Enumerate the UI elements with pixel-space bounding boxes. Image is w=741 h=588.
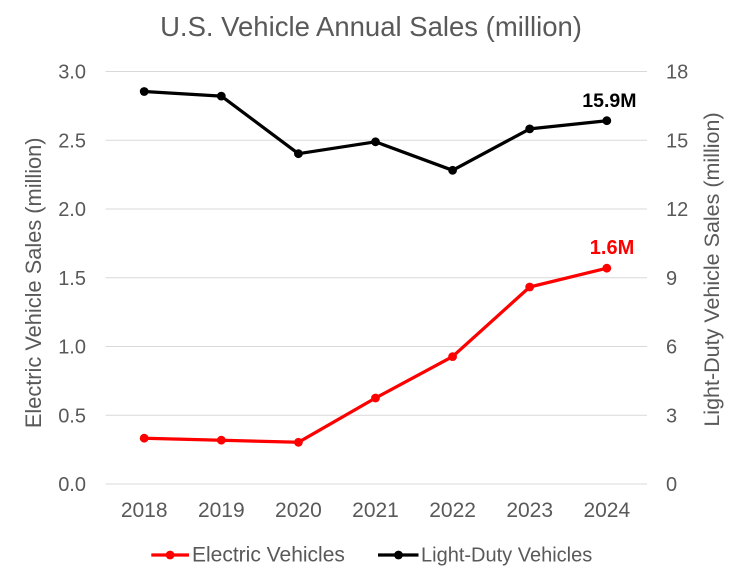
svg-text:3.0: 3.0 [58, 62, 86, 84]
svg-text:0.0: 0.0 [58, 474, 86, 496]
svg-text:2022: 2022 [429, 499, 476, 522]
svg-text:2023: 2023 [506, 499, 553, 522]
svg-text:12: 12 [666, 199, 688, 221]
svg-text:0: 0 [666, 474, 677, 496]
svg-text:2021: 2021 [352, 499, 399, 522]
svg-text:2018: 2018 [121, 499, 168, 522]
svg-text:15: 15 [666, 130, 688, 152]
svg-text:15.9M: 15.9M [582, 90, 636, 112]
svg-text:2.0: 2.0 [58, 199, 86, 221]
svg-text:2020: 2020 [275, 499, 322, 522]
svg-text:2024: 2024 [583, 499, 630, 522]
svg-text:1.5: 1.5 [58, 268, 86, 290]
svg-text:3: 3 [666, 405, 677, 427]
svg-text:0.5: 0.5 [58, 405, 86, 427]
svg-text:Light-Duty Vehicle Sales (mill: Light-Duty Vehicle Sales (million) [700, 112, 724, 426]
svg-text:U.S. Vehicle Annual Sales (mil: U.S. Vehicle Annual Sales (million) [160, 11, 582, 42]
svg-text:9: 9 [666, 268, 677, 290]
svg-text:18: 18 [666, 62, 688, 84]
svg-text:2.5: 2.5 [58, 130, 86, 152]
svg-text:1.6M: 1.6M [590, 237, 634, 259]
svg-text:1.0: 1.0 [58, 337, 86, 359]
svg-text:Electric Vehicles: Electric Vehicles [192, 544, 345, 567]
svg-text:2019: 2019 [198, 499, 245, 522]
svg-text:6: 6 [666, 337, 677, 359]
svg-text:Light-Duty Vehicles: Light-Duty Vehicles [421, 545, 592, 567]
svg-text:Electric Vehicle Sales (millio: Electric Vehicle Sales (million) [21, 137, 46, 428]
